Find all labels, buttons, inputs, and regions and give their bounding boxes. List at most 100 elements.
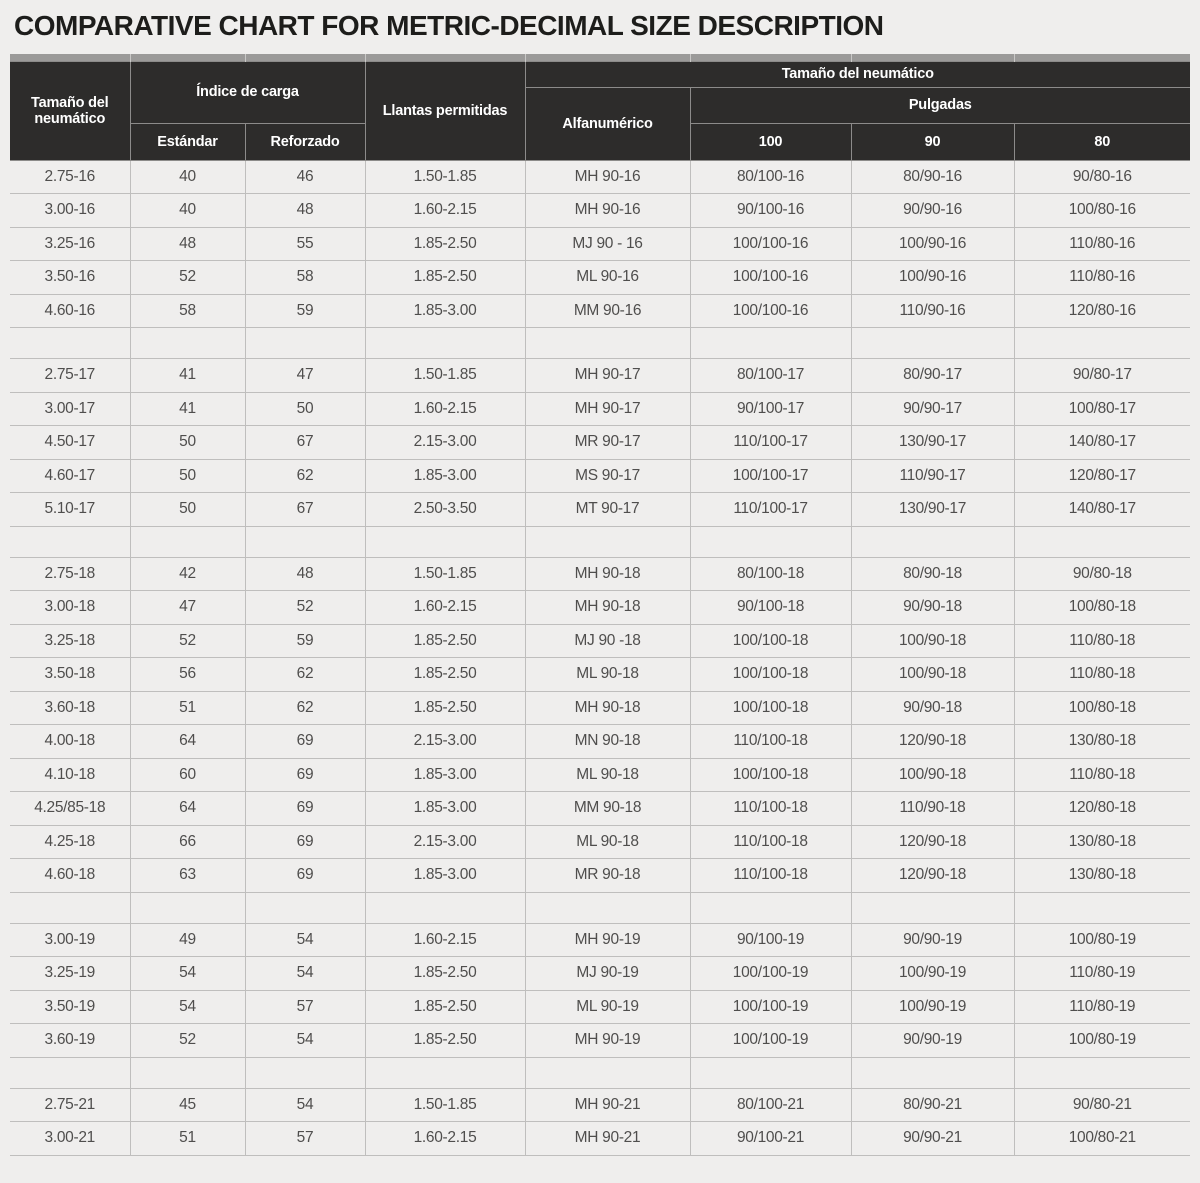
spacer-row xyxy=(10,526,1190,558)
cell: MH 90-21 xyxy=(524,1088,690,1122)
cell: 120/90-18 xyxy=(850,825,1014,859)
spacer-cell xyxy=(850,526,1014,558)
spacer-cell xyxy=(364,327,525,359)
cell: 120/90-18 xyxy=(850,724,1014,759)
cell: 90/80-21 xyxy=(1013,1088,1190,1122)
cell: 1.60-2.15 xyxy=(364,923,525,957)
cell: MN 90-18 xyxy=(524,724,690,759)
spacer-cell xyxy=(524,892,690,924)
cell: 2.50-3.50 xyxy=(364,492,525,527)
spacer-cell xyxy=(129,526,245,558)
cell: 90/100-16 xyxy=(689,193,851,228)
cell: MR 90-18 xyxy=(524,858,690,893)
cell: 100/90-16 xyxy=(850,227,1014,261)
table-row: 3.25-19 54 54 1.85-2.50 MJ 90-19 100/100-19 10… xyxy=(10,956,1190,991)
table-row: 4.60-18 63 69 1.85-3.00 MR 90-18 110/100-18 12… xyxy=(10,858,1190,893)
table-row: 4.00-18 64 69 2.15-3.00 MN 90-18 110/100-18 12… xyxy=(10,724,1190,759)
cell: 80/100-17 xyxy=(689,358,851,393)
spacer-cell xyxy=(129,327,245,359)
cell: 54 xyxy=(244,1023,365,1058)
header-inches-100: 100 xyxy=(689,122,852,161)
cell: 2.15-3.00 xyxy=(364,724,525,759)
cell: 100/80-18 xyxy=(1013,590,1190,625)
strip-segment xyxy=(129,54,245,61)
header-load-index: Índice de carga xyxy=(129,60,366,124)
cell: 100/80-16 xyxy=(1013,193,1190,228)
cell: 52 xyxy=(244,590,365,625)
cell: 90/100-17 xyxy=(689,392,851,426)
cell: 54 xyxy=(244,923,365,957)
strip-segment xyxy=(1013,54,1190,61)
table-row: 3.00-16 40 48 1.60-2.15 MH 90-16 90/100-16 90/… xyxy=(10,193,1190,228)
cell: 130/80-18 xyxy=(1013,724,1190,759)
cell: 4.50-17 xyxy=(10,425,130,460)
cell: 50 xyxy=(129,459,245,493)
cell: 3.50-19 xyxy=(10,990,130,1024)
cell: 100/100-16 xyxy=(689,227,851,261)
cell: 62 xyxy=(244,459,365,493)
cell: 110/80-18 xyxy=(1013,657,1190,692)
cell: 1.85-2.50 xyxy=(364,990,525,1024)
cell: MR 90-17 xyxy=(524,425,690,460)
cell: 1.85-2.50 xyxy=(364,956,525,991)
cell: 50 xyxy=(244,392,365,426)
cell: 57 xyxy=(244,990,365,1024)
cell: 1.60-2.15 xyxy=(364,1121,525,1156)
cell: 100/90-18 xyxy=(850,657,1014,692)
table-row: 3.50-18 56 62 1.85-2.50 ML 90-18 100/100-18 10… xyxy=(10,657,1190,692)
cell: 4.00-18 xyxy=(10,724,130,759)
cell: 1.85-3.00 xyxy=(364,459,525,493)
table-row: 2.75-21 45 54 1.50-1.85 MH 90-21 80/100-21 80/… xyxy=(10,1088,1190,1122)
cell: 52 xyxy=(129,1023,245,1058)
cell: 110/80-16 xyxy=(1013,227,1190,261)
cell: MS 90-17 xyxy=(524,459,690,493)
table-row: 4.60-16 58 59 1.85-3.00 MM 90-16 100/100-16 11… xyxy=(10,294,1190,328)
cell: 90/90-18 xyxy=(850,691,1014,725)
strip-segment xyxy=(10,54,130,61)
cell: 110/90-16 xyxy=(850,294,1014,328)
table-row: 5.10-17 50 67 2.50-3.50 MT 90-17 110/100-17 13… xyxy=(10,492,1190,527)
cell: 110/80-19 xyxy=(1013,956,1190,991)
table-row: 4.10-18 60 69 1.85-3.00 ML 90-18 100/100-18 10… xyxy=(10,758,1190,792)
spacer-cell xyxy=(524,526,690,558)
cell: 1.85-3.00 xyxy=(364,858,525,893)
cell: 100/100-19 xyxy=(689,956,851,991)
table-row: 3.00-17 41 50 1.60-2.15 MH 90-17 90/100-17 90/… xyxy=(10,392,1190,426)
cell: MH 90-16 xyxy=(524,193,690,228)
cell: 90/100-18 xyxy=(689,590,851,625)
cell: 45 xyxy=(129,1088,245,1122)
cell: 100/80-21 xyxy=(1013,1121,1190,1156)
cell: 100/90-19 xyxy=(850,956,1014,991)
strip-segment xyxy=(689,54,851,61)
cell: MH 90-21 xyxy=(524,1121,690,1156)
cell: 50 xyxy=(129,425,245,460)
cell: 100/80-17 xyxy=(1013,392,1190,426)
cell: 110/80-16 xyxy=(1013,260,1190,295)
cell: 3.25-16 xyxy=(10,227,130,261)
header-inches-90: 90 xyxy=(850,122,1015,161)
cell: 100/100-18 xyxy=(689,758,851,792)
cell: 80/100-16 xyxy=(689,160,851,194)
cell: MM 90-18 xyxy=(524,791,690,826)
cell: 80/90-17 xyxy=(850,358,1014,393)
cell: 100/80-18 xyxy=(1013,691,1190,725)
tire-comparison-table: Tamaño del neumático Índice de carga Lla… xyxy=(10,54,1190,1156)
table-row: 3.00-19 49 54 1.60-2.15 MH 90-19 90/100-19 90/… xyxy=(10,923,1190,957)
cell: 90/90-21 xyxy=(850,1121,1014,1156)
cell: 3.60-19 xyxy=(10,1023,130,1058)
cell: 67 xyxy=(244,492,365,527)
header-alphanumeric: Alfanumérico xyxy=(524,86,691,161)
table-body: 2.75-16 40 46 1.50-1.85 MH 90-16 80/100-16 80/… xyxy=(10,160,1190,1156)
cell: 80/90-18 xyxy=(850,557,1014,591)
cell: 80/100-18 xyxy=(689,557,851,591)
header-standard: Estándar xyxy=(129,122,246,161)
spacer-cell xyxy=(244,327,365,359)
spacer-cell xyxy=(129,892,245,924)
cell: 120/80-17 xyxy=(1013,459,1190,493)
cell: 100/80-19 xyxy=(1013,1023,1190,1058)
cell: 3.00-19 xyxy=(10,923,130,957)
cell: 1.85-2.50 xyxy=(364,624,525,658)
cell: 1.50-1.85 xyxy=(364,358,525,393)
cell: 110/100-18 xyxy=(689,791,851,826)
table-row: 3.60-19 52 54 1.85-2.50 MH 90-19 100/100-19 90… xyxy=(10,1023,1190,1058)
